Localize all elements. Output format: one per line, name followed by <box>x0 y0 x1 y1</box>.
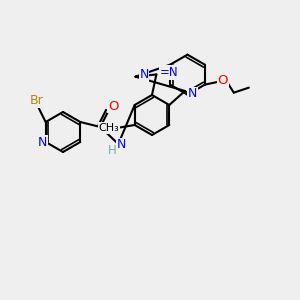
Text: N: N <box>38 136 47 148</box>
Text: =N: =N <box>159 66 178 79</box>
Text: N: N <box>188 87 197 101</box>
Text: H: H <box>108 145 117 158</box>
Text: N: N <box>117 139 126 152</box>
Text: O: O <box>108 100 119 112</box>
Text: N: N <box>140 68 149 81</box>
Text: Br: Br <box>30 94 44 107</box>
Text: O: O <box>218 74 228 87</box>
Text: CH₃: CH₃ <box>98 123 119 133</box>
